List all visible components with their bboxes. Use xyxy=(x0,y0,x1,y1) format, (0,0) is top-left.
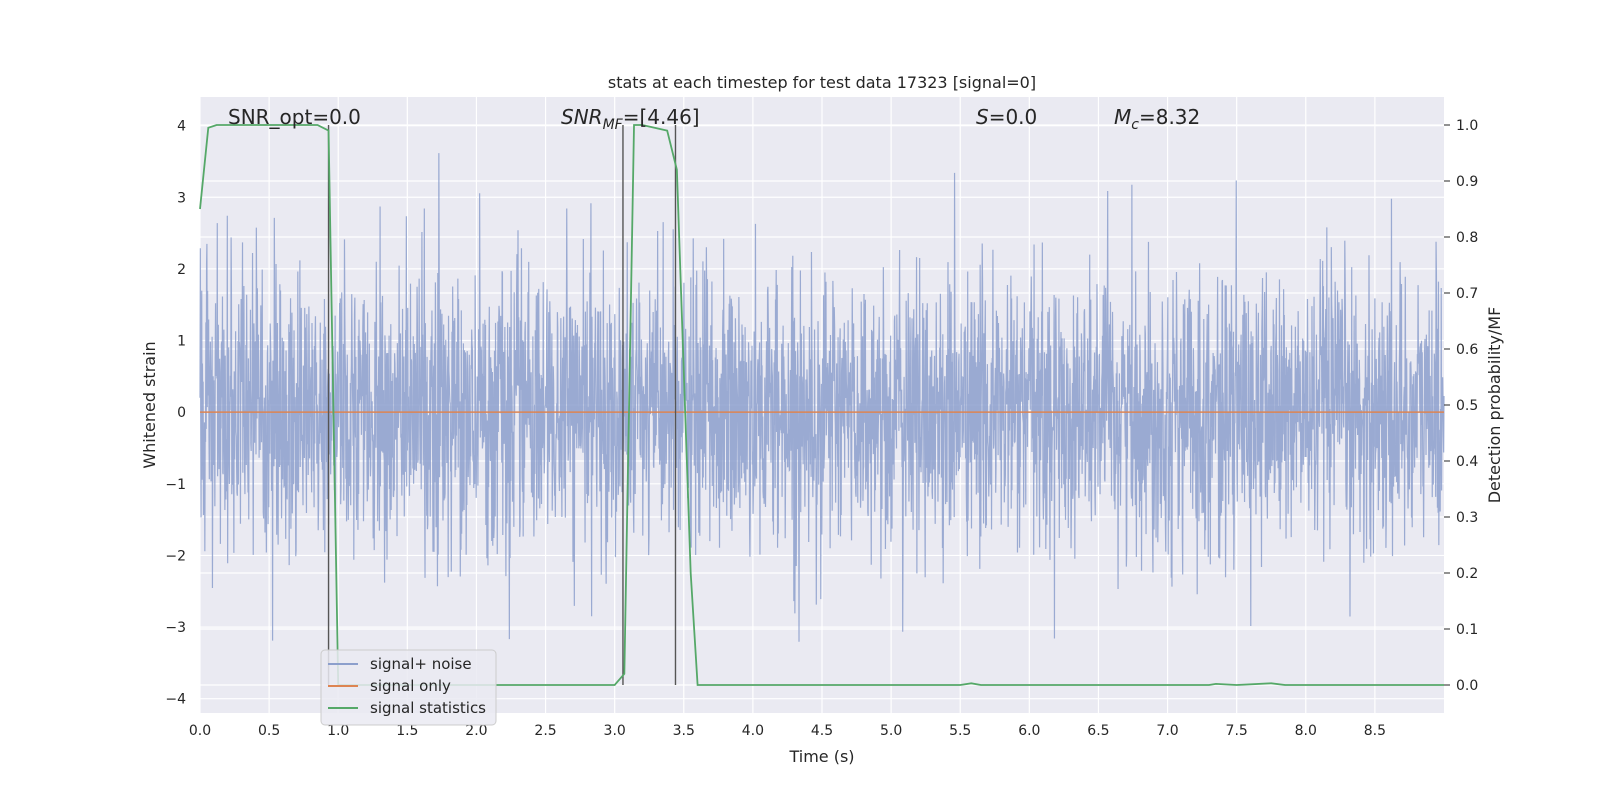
annotation-snr-mf-base: SNR xyxy=(561,105,603,129)
annotation-mc-value: =8.32 xyxy=(1139,105,1200,129)
y-right-tick-label: 0.9 xyxy=(1456,174,1478,190)
y-right-tick-label: 0.6 xyxy=(1456,342,1478,358)
x-tick-label: 3.0 xyxy=(604,723,626,739)
x-tick-label: 2.0 xyxy=(465,723,487,739)
y-left-axis-ticks: −4 −3 −2 −1 0 1 2 3 4 xyxy=(165,119,186,708)
y-left-tick-label: 1 xyxy=(177,334,186,350)
y-left-tick-label: −4 xyxy=(165,692,186,708)
annotation-snr-opt: SNR_opt=0.0 xyxy=(228,105,361,129)
legend: signal+ noise signal only signal statist… xyxy=(320,649,497,726)
y-right-tick-label: 0.0 xyxy=(1456,678,1478,694)
x-axis-ticks: 0.0 0.5 1.0 1.5 2.0 2.5 3.0 3.5 4.0 4.5 5.0 5.5 6.0 6… xyxy=(189,723,1386,739)
annotation-s-value: =0.0 xyxy=(989,105,1038,129)
legend-label-signal-only: signal only xyxy=(370,677,451,695)
x-tick-label: 4.0 xyxy=(742,723,764,739)
chart-title: stats at each timestep for test data 173… xyxy=(608,73,1036,92)
annotation-snr-mf-value: =[4.46] xyxy=(623,105,700,129)
y-right-tick-label: 0.7 xyxy=(1456,286,1478,302)
y-right-tick-label: 0.4 xyxy=(1456,454,1478,470)
y-left-tick-label: 4 xyxy=(177,119,186,135)
x-tick-label: 2.5 xyxy=(534,723,556,739)
series-signal-statistics xyxy=(199,124,1444,686)
x-tick-label: 7.5 xyxy=(1226,723,1248,739)
annotation-mc-base: M xyxy=(1114,105,1131,129)
annotation-mc: Mc=8.32 xyxy=(1114,105,1200,133)
x-tick-label: 1.0 xyxy=(327,723,349,739)
x-tick-label: 0.5 xyxy=(258,723,280,739)
x-tick-label: 8.0 xyxy=(1295,723,1317,739)
y-right-axis-label: Detection probability/MF xyxy=(1485,307,1504,504)
x-tick-label: 5.0 xyxy=(880,723,902,739)
y-left-tick-label: −2 xyxy=(165,548,186,564)
annotation-s-base: S xyxy=(976,105,989,129)
y-left-tick-label: −3 xyxy=(165,620,186,636)
x-tick-label: 5.5 xyxy=(949,723,971,739)
x-tick-label: 0.0 xyxy=(189,723,211,739)
x-tick-label: 4.5 xyxy=(811,723,833,739)
x-tick-label: 6.5 xyxy=(1087,723,1109,739)
y-right-tick-label: 0.8 xyxy=(1456,230,1478,246)
y-right-tick-label: 0.3 xyxy=(1456,510,1478,526)
annotation-s: S=0.0 xyxy=(976,105,1037,129)
signal-statistics-line xyxy=(199,124,1444,686)
legend-label-signal-noise: signal+ noise xyxy=(370,655,472,673)
legend-box xyxy=(320,649,497,726)
series-signal-noise xyxy=(199,153,1445,642)
signal-noise-line xyxy=(199,153,1445,642)
y-left-tick-label: 3 xyxy=(177,190,186,206)
y-right-tick-label: 0.1 xyxy=(1456,622,1478,638)
x-tick-label: 3.5 xyxy=(673,723,695,739)
y-left-tick-label: −1 xyxy=(165,477,186,493)
y-left-tick-label: 2 xyxy=(177,262,186,278)
x-tick-label: 6.0 xyxy=(1018,723,1040,739)
annotation-mc-sub: c xyxy=(1131,117,1139,133)
x-tick-label: 7.0 xyxy=(1156,723,1178,739)
y-right-tick-label: 1.0 xyxy=(1456,118,1478,134)
x-axis-label: Time (s) xyxy=(788,747,854,766)
x-tick-label: 8.5 xyxy=(1364,723,1386,739)
annotation-snr-mf: SNRMF=[4.46] xyxy=(561,105,700,133)
y-left-tick-label: 0 xyxy=(177,405,186,421)
y-right-axis-ticks: 0.0 0.1 0.2 0.3 0.4 0.5 0.6 0.7 0.8 0.9 1.0 xyxy=(1444,118,1478,694)
y-right-tick-label: 0.2 xyxy=(1456,566,1478,582)
y-left-axis-label: Whitened strain xyxy=(140,341,159,468)
y-right-tick-label: 0.5 xyxy=(1456,398,1478,414)
annotation-snr-mf-sub: MF xyxy=(603,117,624,133)
x-tick-label: 1.5 xyxy=(396,723,418,739)
legend-label-signal-statistics: signal statistics xyxy=(370,699,486,717)
vertical-markers xyxy=(327,125,677,685)
